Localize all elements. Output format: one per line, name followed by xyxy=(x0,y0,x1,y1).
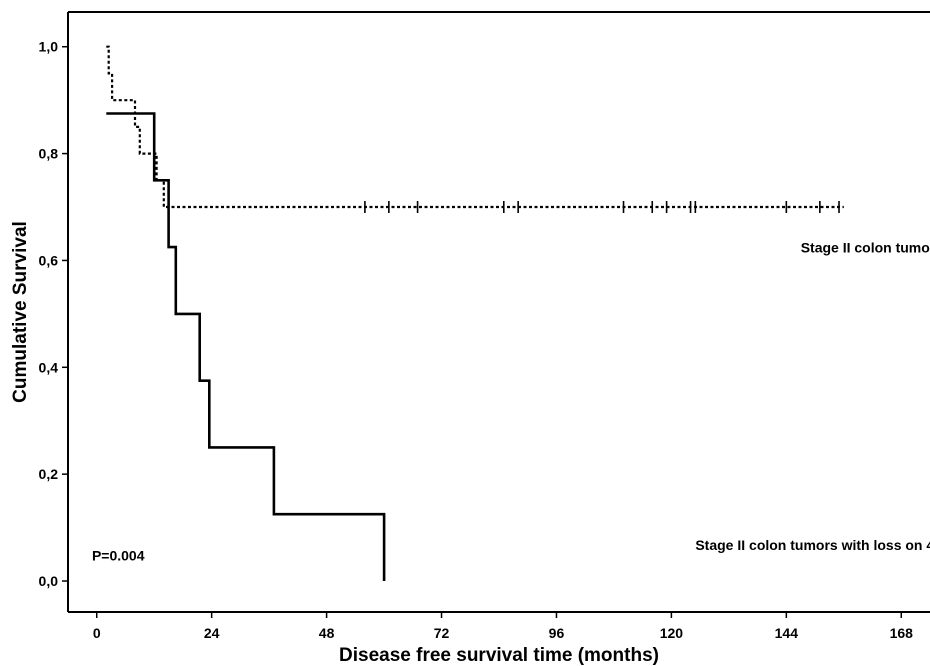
y-tick-label: 0,8 xyxy=(39,146,59,162)
x-tick-label: 72 xyxy=(434,625,450,641)
x-tick-label: 144 xyxy=(775,625,799,641)
annotation-1: Stage II colon tumors without loss on 4q… xyxy=(801,239,930,255)
x-axis: 0 24 48 72 96 120 144 168 xyxy=(93,612,913,641)
x-tick-label: 168 xyxy=(890,625,914,641)
y-tick-label: 1,0 xyxy=(39,39,59,55)
annotation-layer: Stage II colon tumors without loss on 4q… xyxy=(92,239,930,563)
x-tick-label: 0 xyxy=(93,625,101,641)
plot-frame xyxy=(67,11,930,613)
y-axis-title: Cumulative Survival xyxy=(10,221,31,403)
y-tick-label: 0,6 xyxy=(39,252,59,268)
y-tick-label: 0,2 xyxy=(39,466,59,482)
x-tick-label: 48 xyxy=(319,625,335,641)
y-tick-label: 0,4 xyxy=(39,359,59,375)
series-line-1 xyxy=(106,45,844,209)
x-tick-label: 24 xyxy=(204,625,220,641)
y-tick-label: 0,0 xyxy=(39,573,59,589)
series-line-2 xyxy=(106,112,386,581)
x-tick-label: 96 xyxy=(549,625,565,641)
annotation-2: Stage II colon tumors with loss on 4q22.… xyxy=(695,537,930,553)
series-layer xyxy=(106,45,844,581)
x-tick-label: 120 xyxy=(660,625,684,641)
annotation-3: P=0.004 xyxy=(92,548,145,564)
x-axis-title: Disease free survival time (months) xyxy=(339,645,659,666)
y-axis: 0,0 0,2 0,4 0,6 0,8 1,0 xyxy=(39,39,68,589)
